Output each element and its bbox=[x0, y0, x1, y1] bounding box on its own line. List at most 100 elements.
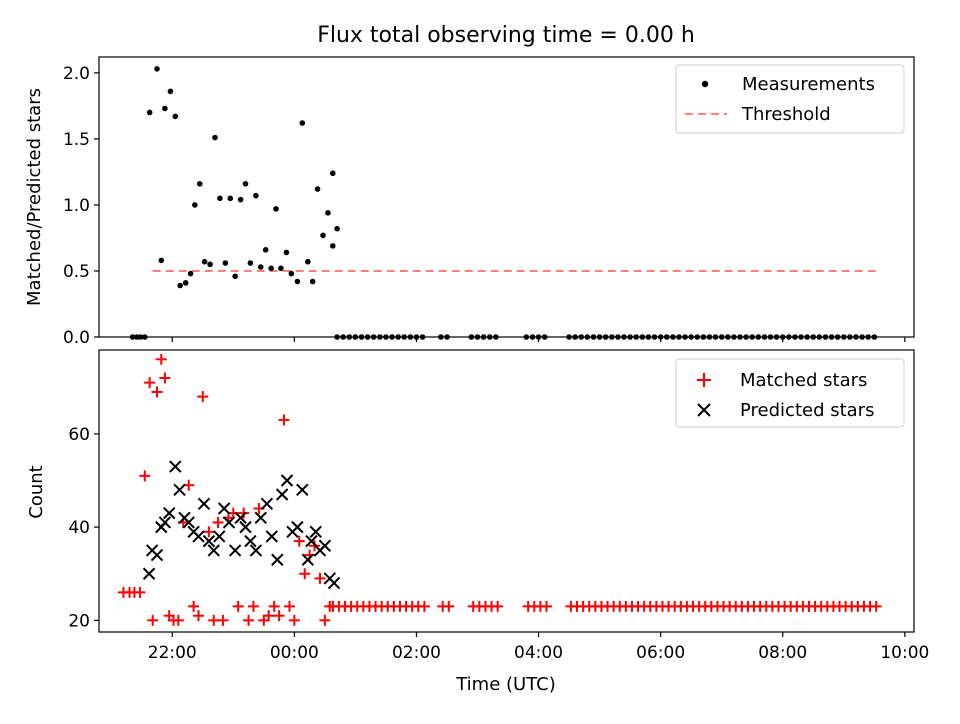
matched-star-point bbox=[870, 600, 882, 612]
predicted-star-point bbox=[280, 474, 294, 487]
bottom-y-tick-label: 20 bbox=[68, 611, 90, 631]
measurement-point bbox=[334, 334, 340, 340]
matched-star-point bbox=[144, 377, 156, 389]
measurement-point bbox=[718, 334, 725, 340]
measurement-point bbox=[177, 282, 183, 289]
measurement-point bbox=[468, 334, 475, 340]
measurement-point bbox=[786, 334, 792, 340]
measurement-point bbox=[401, 334, 408, 340]
measurement-point bbox=[645, 334, 652, 340]
measurement-point bbox=[767, 334, 774, 340]
matched-star-point bbox=[273, 610, 285, 622]
x-b bbox=[280, 474, 294, 487]
predicted-star-point bbox=[228, 544, 242, 557]
x-b bbox=[182, 516, 195, 529]
measurement-point bbox=[325, 210, 331, 216]
x-b bbox=[275, 488, 289, 501]
measurement-point bbox=[731, 334, 737, 340]
predicted-star-point bbox=[207, 544, 220, 557]
measurement-point bbox=[871, 334, 878, 340]
measurement-point bbox=[682, 334, 688, 340]
measurement-point bbox=[602, 334, 609, 340]
measurement-point bbox=[262, 247, 269, 253]
predicted-star-point bbox=[169, 460, 182, 473]
measurement-point bbox=[535, 334, 542, 340]
measurement-point bbox=[247, 260, 254, 266]
bottom-legend-box bbox=[675, 358, 905, 428]
x-b bbox=[222, 516, 236, 529]
measurement-point bbox=[242, 180, 249, 187]
matched-star-point bbox=[212, 516, 224, 528]
legend-matched-marker bbox=[697, 373, 711, 387]
measurement-point bbox=[278, 265, 284, 272]
x-b bbox=[162, 506, 176, 520]
measurement-point bbox=[712, 334, 719, 340]
top-chart-title: Flux total observing time = 0.00 h bbox=[317, 23, 695, 48]
predicted-star-point bbox=[142, 567, 156, 580]
x-b bbox=[301, 553, 314, 566]
bottom-y-tick-label: 60 bbox=[68, 425, 90, 445]
measurement-point bbox=[352, 334, 359, 340]
matched-star-point bbox=[299, 568, 311, 580]
x-b bbox=[327, 576, 341, 590]
matched-star-point bbox=[268, 600, 280, 612]
measurement-point bbox=[212, 134, 218, 141]
x-b bbox=[192, 530, 205, 543]
measurement-point bbox=[320, 232, 326, 239]
legend-threshold-label: Threshold bbox=[741, 104, 831, 125]
predicted-star-point bbox=[318, 539, 332, 552]
measurement-point bbox=[294, 278, 301, 285]
predicted-star-point bbox=[244, 534, 257, 548]
predicted-star-point bbox=[182, 516, 195, 529]
measurement-point bbox=[578, 334, 585, 340]
measurement-point bbox=[268, 265, 274, 272]
measurement-point bbox=[129, 334, 136, 340]
measurement-point bbox=[828, 334, 835, 340]
measurement-point bbox=[438, 334, 444, 340]
x-b bbox=[305, 534, 318, 548]
matched-star-point bbox=[139, 470, 151, 482]
measurement-point bbox=[413, 334, 420, 340]
x-b bbox=[239, 520, 252, 534]
matched-star-point bbox=[238, 507, 250, 519]
x-b bbox=[173, 483, 186, 497]
x-b bbox=[228, 544, 242, 557]
matched-star-point bbox=[151, 386, 163, 398]
predicted-star-point bbox=[197, 497, 211, 511]
x-b bbox=[150, 548, 164, 562]
matched-star-point bbox=[418, 600, 430, 612]
measurement-point bbox=[395, 334, 401, 340]
top-legend: Measurements Threshold bbox=[675, 64, 905, 134]
matched-star-point bbox=[159, 372, 171, 384]
matched-star-point bbox=[278, 414, 290, 426]
measurement-point bbox=[859, 334, 865, 340]
measurement-point bbox=[584, 334, 591, 340]
matched-star-point bbox=[443, 600, 455, 612]
measurement-point bbox=[196, 180, 203, 187]
measurement-point bbox=[187, 270, 194, 277]
top-y-tick-label: 1.0 bbox=[63, 196, 90, 216]
measurement-point bbox=[761, 334, 768, 340]
measurement-point bbox=[444, 334, 450, 340]
bottom-y-tick-label: 40 bbox=[68, 518, 90, 538]
predicted-star-point bbox=[309, 525, 322, 538]
measurement-point bbox=[389, 334, 395, 340]
predicted-star-point bbox=[239, 520, 252, 534]
measurement-point bbox=[755, 334, 762, 340]
measurement-point bbox=[804, 334, 810, 340]
measurement-point bbox=[847, 334, 853, 340]
predicted-star-point bbox=[249, 544, 263, 557]
measurement-point bbox=[304, 258, 311, 265]
measurement-point bbox=[222, 260, 229, 266]
measurement-point bbox=[299, 120, 306, 126]
measurement-point bbox=[309, 278, 316, 285]
top-y-tick-label: 0.0 bbox=[63, 328, 90, 348]
measurement-point bbox=[541, 334, 548, 340]
measurement-point bbox=[370, 334, 377, 340]
measurement-point bbox=[725, 334, 731, 340]
measurement-point bbox=[474, 334, 481, 340]
measurement-point bbox=[633, 334, 640, 340]
predicted-star-point bbox=[202, 534, 216, 548]
predicted-star-point bbox=[162, 506, 176, 520]
measurement-point bbox=[566, 334, 572, 340]
